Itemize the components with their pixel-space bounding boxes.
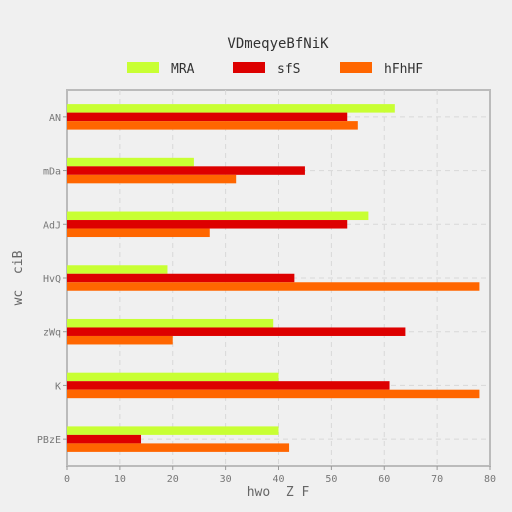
legend-label-MRA: MRA [171,62,195,77]
bar-sfS-HvQ [67,273,295,283]
bars [67,104,480,452]
legend-label-hFhHF: hFhHF [384,62,423,77]
chart-title: VDmeqyeBfNiK [227,36,329,52]
x-tick-label: 60 [378,474,390,485]
bar-sfS-AN [67,112,348,122]
x-axis-ticks: 0 10 20 30 40 50 60 70 80 [64,466,496,485]
bar-MRA-HvQ [67,265,168,274]
bar-sfS-K [67,381,390,390]
bar-MRA-K [67,372,279,382]
x-tick-label: 0 [64,474,70,485]
bar-hFhHF-mDa [67,174,237,184]
bar-sfS-mDa [67,166,305,175]
bar-hFhHF-AN [67,121,358,130]
bar-sfS-AdJ [67,220,348,229]
legend-label-sfS: sfS [277,62,300,77]
x-tick-label: 10 [114,474,126,485]
legend-swatch-MRA [127,62,159,73]
y-axis-label: wc ciB [11,250,26,305]
bar-hFhHF-HvQ [67,282,480,291]
bar-MRA-AN [67,104,395,113]
y-axis-ticks: AN mDa AdJ HvQ zWq K PBzE [37,113,67,446]
x-tick-label: 70 [431,474,443,485]
bar-sfS-zWq [67,327,406,336]
x-tick-label: 20 [167,474,179,485]
y-tick-label: K [55,381,61,392]
bar-MRA-PBzE [67,426,279,435]
bar-MRA-zWq [67,318,274,328]
y-tick-label: HvQ [43,274,61,285]
x-tick-label: 40 [272,474,284,485]
x-tick-label: 30 [220,474,232,485]
x-axis-label: hwo Z F [247,485,310,500]
y-tick-label: AN [49,113,61,124]
bar-hFhHF-K [67,389,480,399]
bar-MRA-AdJ [67,211,369,221]
y-tick-label: PBzE [37,435,61,446]
legend: MRA sfS hFhHF [127,62,423,77]
bar-MRA-mDa [67,157,194,167]
legend-swatch-sfS [233,62,265,73]
legend-swatch-hFhHF [340,62,372,73]
bar-hFhHF-zWq [67,335,173,345]
x-tick-label: 50 [325,474,337,485]
bar-sfS-PBzE [67,434,142,444]
y-tick-label: mDa [43,167,61,178]
y-tick-label: zWq [43,328,61,339]
bar-hFhHF-AdJ [67,228,210,238]
y-tick-label: AdJ [43,220,61,231]
bar-hFhHF-PBzE [67,443,290,452]
x-tick-label: 80 [484,474,496,485]
